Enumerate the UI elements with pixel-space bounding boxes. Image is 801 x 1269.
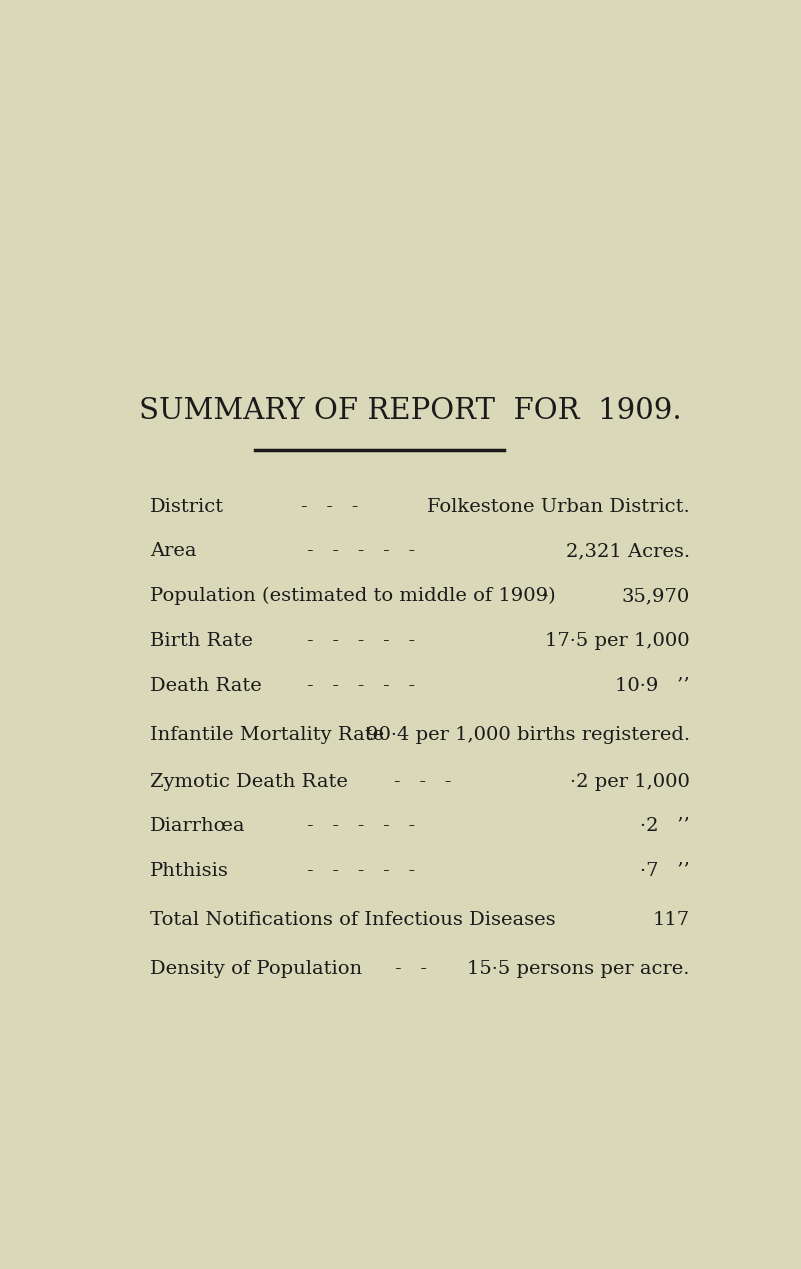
Text: Zymotic Death Rate: Zymotic Death Rate — [150, 773, 348, 791]
Text: Phthisis: Phthisis — [150, 863, 228, 881]
Text: -   -: - - — [395, 961, 426, 978]
Text: -   -   -   -   -: - - - - - — [307, 542, 415, 560]
Text: Diarrhœa: Diarrhœa — [150, 817, 245, 835]
Text: Death Rate: Death Rate — [150, 676, 262, 695]
Text: 90·4 per 1,000 births registered.: 90·4 per 1,000 births registered. — [366, 726, 690, 744]
Text: -   -   -   -   -: - - - - - — [307, 863, 415, 881]
Text: Infantile Mortality Rate: Infantile Mortality Rate — [150, 726, 384, 744]
Text: -   -   -   -   -: - - - - - — [307, 676, 415, 695]
Text: 117: 117 — [653, 911, 690, 929]
Text: ·2 per 1,000: ·2 per 1,000 — [570, 773, 690, 791]
Text: ·7   ’’: ·7 ’’ — [640, 863, 690, 881]
Text: SUMMARY OF REPORT  FOR  1909.: SUMMARY OF REPORT FOR 1909. — [139, 397, 682, 425]
Text: 35,970: 35,970 — [622, 586, 690, 605]
Text: -   -   -: - - - — [301, 497, 359, 516]
Text: -   -   -   -   -: - - - - - — [307, 632, 415, 650]
Text: -   -   -: - - - — [394, 773, 452, 791]
Text: 10·9   ’’: 10·9 ’’ — [615, 676, 690, 695]
Text: Total Notifications of Infectious Diseases: Total Notifications of Infectious Diseas… — [150, 911, 555, 929]
Text: District: District — [150, 497, 224, 516]
Text: Birth Rate: Birth Rate — [150, 632, 252, 650]
Text: -: - — [541, 586, 547, 605]
Text: -   -   -   -   -: - - - - - — [307, 817, 415, 835]
Text: Density of Population: Density of Population — [150, 961, 362, 978]
Text: ·2   ’’: ·2 ’’ — [640, 817, 690, 835]
Text: 2,321 Acres.: 2,321 Acres. — [566, 542, 690, 560]
Text: Folkestone Urban District.: Folkestone Urban District. — [427, 497, 690, 516]
Text: 17·5 per 1,000: 17·5 per 1,000 — [545, 632, 690, 650]
Text: Area: Area — [150, 542, 196, 560]
Text: 15·5 persons per acre.: 15·5 persons per acre. — [467, 961, 690, 978]
Text: Population (estimated to middle of 1909): Population (estimated to middle of 1909) — [150, 586, 555, 605]
